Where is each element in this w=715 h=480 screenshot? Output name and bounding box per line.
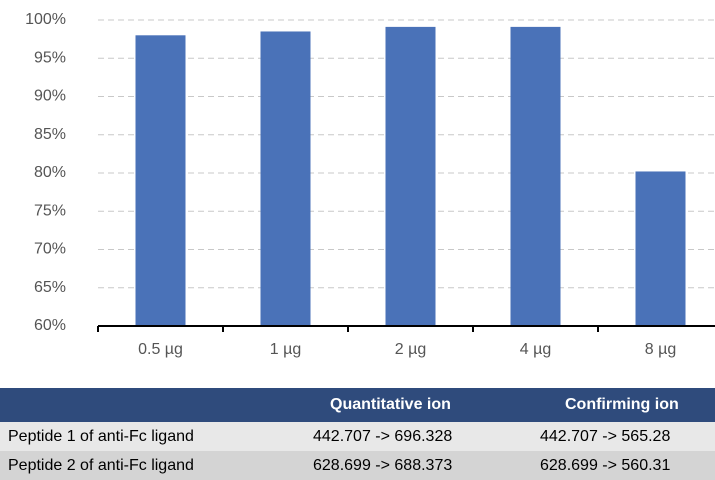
y-tick-label: 70% (34, 241, 66, 258)
column-header: Confirming ion (565, 396, 679, 413)
bar (260, 31, 311, 326)
column-header: Quantitative ion (330, 396, 451, 413)
y-tick-label: 80% (34, 164, 66, 181)
x-tick-label: 1 µg (270, 341, 301, 358)
y-tick-label: 65% (34, 279, 66, 296)
y-tick-label: 60% (34, 317, 66, 334)
bar (135, 35, 186, 327)
x-tick-label: 8 µg (645, 341, 676, 358)
x-tick-label: 2 µg (395, 341, 426, 358)
bar (510, 26, 561, 326)
bar (635, 171, 686, 326)
x-tick-label: 4 µg (520, 341, 551, 358)
y-tick-label: 90% (34, 88, 66, 105)
cell: 628.699 -> 560.31 (540, 457, 671, 474)
table-row: Peptide 2 of anti-Fc ligand 628.699 -> 6… (0, 451, 715, 480)
cell: 442.707 -> 565.28 (540, 428, 671, 445)
y-tick-label: 75% (34, 202, 66, 219)
table: Quantitative ion Confirming ion Peptide … (0, 388, 715, 480)
y-tick-label: 85% (34, 126, 66, 143)
bar (385, 26, 436, 326)
cell: 442.707 -> 696.328 (313, 428, 453, 445)
table-header: Quantitative ion Confirming ion (0, 388, 715, 422)
chart: 60% 65% 70% 75% 80% 85% 90% 95% 100% 0.5 µg 1 µg 2 … (25, 11, 715, 358)
y-tick-label: 95% (34, 49, 66, 66)
x-tick-label: 0.5 µg (138, 341, 183, 358)
cell: Peptide 1 of anti-Fc ligand (8, 428, 194, 445)
table-row: Peptide 1 of anti-Fc ligand 442.707 -> 6… (0, 422, 715, 451)
cell: 628.699 -> 688.373 (313, 457, 453, 474)
cell: Peptide 2 of anti-Fc ligand (8, 457, 194, 474)
y-tick-label: 100% (25, 11, 66, 28)
